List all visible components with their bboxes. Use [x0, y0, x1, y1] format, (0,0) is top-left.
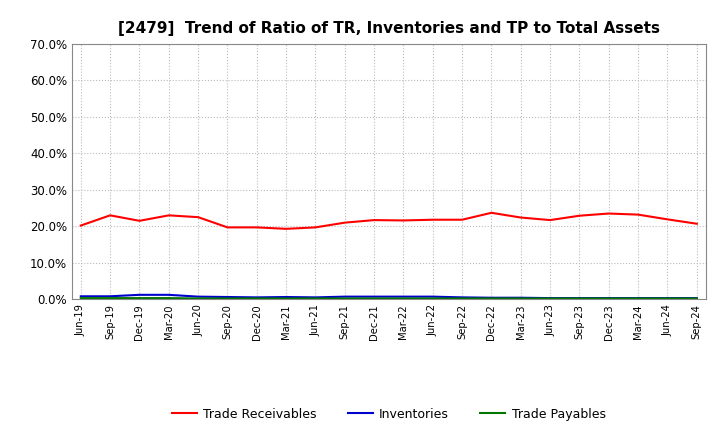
Trade Payables — [370, 296, 379, 301]
Inventories — [135, 292, 144, 297]
Trade Payables — [428, 296, 437, 301]
Trade Payables — [311, 296, 320, 301]
Inventories — [282, 294, 290, 300]
Inventories — [370, 294, 379, 299]
Trade Receivables — [605, 211, 613, 216]
Trade Payables — [223, 296, 232, 301]
Inventories — [311, 295, 320, 300]
Trade Receivables — [399, 218, 408, 223]
Inventories — [399, 294, 408, 299]
Title: [2479]  Trend of Ratio of TR, Inventories and TP to Total Assets: [2479] Trend of Ratio of TR, Inventories… — [118, 21, 660, 36]
Trade Receivables — [135, 218, 144, 224]
Inventories — [76, 293, 85, 299]
Trade Receivables — [516, 215, 525, 220]
Trade Payables — [106, 296, 114, 301]
Trade Receivables — [458, 217, 467, 222]
Inventories — [223, 294, 232, 300]
Inventories — [546, 296, 554, 301]
Inventories — [693, 296, 701, 301]
Line: Inventories: Inventories — [81, 295, 697, 298]
Inventories — [663, 296, 672, 301]
Trade Receivables — [223, 225, 232, 230]
Trade Payables — [76, 296, 85, 301]
Legend: Trade Receivables, Inventories, Trade Payables: Trade Receivables, Inventories, Trade Pa… — [167, 403, 611, 425]
Inventories — [428, 294, 437, 299]
Trade Payables — [458, 296, 467, 301]
Trade Receivables — [663, 217, 672, 222]
Trade Payables — [546, 296, 554, 301]
Trade Receivables — [575, 213, 584, 218]
Trade Receivables — [693, 221, 701, 226]
Trade Payables — [487, 296, 496, 301]
Trade Receivables — [634, 212, 642, 217]
Inventories — [487, 295, 496, 301]
Inventories — [634, 296, 642, 301]
Trade Payables — [253, 296, 261, 301]
Trade Payables — [663, 296, 672, 301]
Trade Receivables — [546, 217, 554, 223]
Trade Payables — [516, 296, 525, 301]
Trade Payables — [135, 296, 144, 301]
Inventories — [341, 294, 349, 299]
Trade Receivables — [164, 213, 173, 218]
Trade Receivables — [253, 225, 261, 230]
Trade Receivables — [370, 217, 379, 223]
Inventories — [458, 295, 467, 300]
Trade Receivables — [341, 220, 349, 225]
Trade Receivables — [194, 215, 202, 220]
Trade Payables — [341, 296, 349, 301]
Trade Receivables — [282, 226, 290, 231]
Trade Receivables — [76, 223, 85, 228]
Inventories — [575, 296, 584, 301]
Inventories — [194, 294, 202, 299]
Trade Payables — [194, 296, 202, 301]
Trade Receivables — [311, 225, 320, 230]
Trade Receivables — [487, 210, 496, 216]
Inventories — [605, 296, 613, 301]
Trade Receivables — [428, 217, 437, 222]
Trade Payables — [605, 296, 613, 301]
Trade Payables — [693, 296, 701, 301]
Trade Payables — [399, 296, 408, 301]
Inventories — [106, 293, 114, 299]
Inventories — [516, 295, 525, 301]
Line: Trade Receivables: Trade Receivables — [81, 213, 697, 229]
Trade Receivables — [106, 213, 114, 218]
Trade Payables — [282, 296, 290, 301]
Inventories — [253, 295, 261, 300]
Inventories — [164, 292, 173, 297]
Trade Payables — [164, 296, 173, 301]
Trade Payables — [575, 296, 584, 301]
Trade Payables — [634, 296, 642, 301]
